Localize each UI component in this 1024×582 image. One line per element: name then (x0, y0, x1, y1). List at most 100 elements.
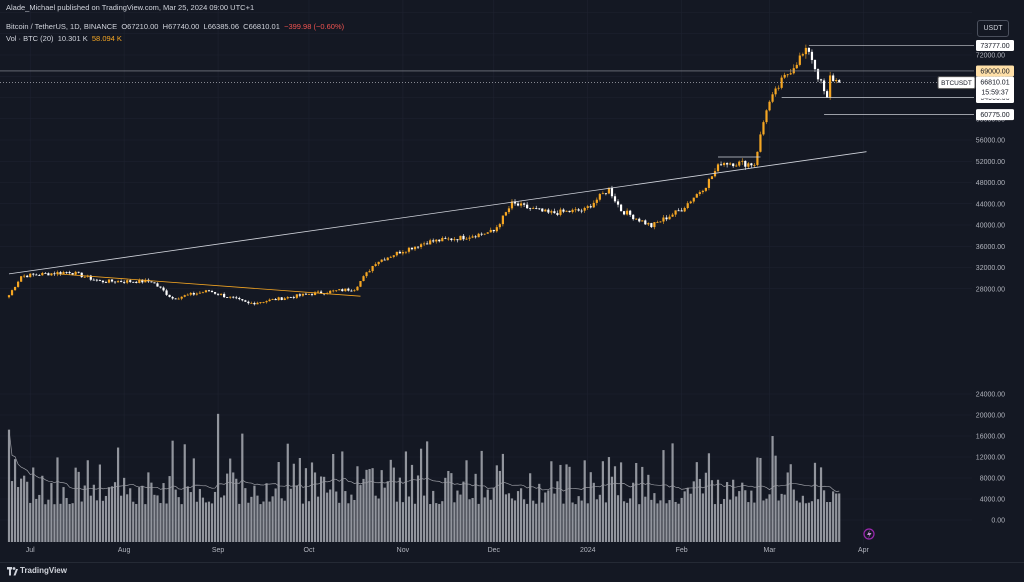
volume-bar (738, 491, 741, 542)
candle (765, 110, 768, 123)
price-tick-label: 32000.00 (976, 265, 1005, 272)
candle (777, 87, 780, 89)
volume-bar (186, 486, 189, 542)
volume-bar (89, 495, 92, 542)
time-tick-label: Feb (676, 547, 688, 554)
volume-bar (192, 458, 195, 542)
candle (286, 297, 289, 299)
volume-bars (7, 413, 841, 542)
candle (180, 296, 183, 299)
candle (783, 74, 786, 78)
candle (780, 77, 783, 88)
volume-bar (141, 485, 144, 542)
volume-bar (162, 483, 165, 542)
volume-bar (16, 487, 20, 542)
volume-bar (307, 501, 311, 542)
volume-bar (313, 472, 317, 542)
candle (83, 276, 86, 278)
volume-bar (298, 458, 301, 542)
high-label: H (162, 22, 169, 31)
volume-bar (101, 500, 105, 542)
change-value: −399.98 (−0.60%) (284, 22, 345, 31)
candle (41, 273, 44, 276)
candle (380, 259, 383, 262)
candle (389, 256, 392, 258)
volume-bar (386, 481, 389, 542)
volume-label[interactable]: Vol · BTC (20) (6, 34, 54, 43)
candle (486, 232, 489, 234)
currency-button[interactable]: USDT (977, 20, 1009, 37)
candle (447, 238, 450, 240)
volume-legend: Vol · BTC (20) 10.301 K 58.094 K (6, 34, 122, 43)
candle (583, 207, 586, 211)
candle (80, 272, 83, 278)
volume-bar (432, 490, 435, 542)
volume-bar (477, 503, 480, 542)
tradingview-logo-icon (7, 567, 18, 576)
open-value: 67210.00 (127, 22, 159, 31)
candle (371, 266, 374, 272)
chart-grid (0, 0, 972, 545)
candle (395, 251, 398, 256)
volume-bar (671, 443, 674, 542)
candle (13, 286, 17, 291)
volume-bar (644, 496, 647, 542)
candle (650, 223, 653, 228)
volume-bar (756, 457, 759, 542)
candle (541, 208, 544, 212)
candle (680, 210, 683, 212)
lightning-icon[interactable] (863, 528, 875, 540)
volume-bar (259, 504, 262, 542)
symbol-title[interactable]: Bitcoin / TetherUS, 1D, BINANCE (6, 22, 118, 31)
volume-bar (289, 488, 292, 542)
candle (10, 290, 14, 296)
candle (319, 291, 323, 294)
candle (613, 196, 617, 202)
candle (416, 246, 420, 248)
low-label: L (203, 22, 208, 31)
candle (716, 164, 720, 172)
volume-bar (562, 503, 565, 542)
candle (647, 223, 650, 225)
candle (271, 299, 274, 300)
candle (101, 280, 105, 283)
candle (132, 281, 135, 283)
time-tick-label: Nov (397, 547, 410, 554)
candle (510, 201, 514, 209)
volume-bar (104, 495, 108, 542)
volume-bar (280, 498, 283, 542)
volume-bar (798, 502, 801, 542)
candle (404, 251, 408, 253)
candle (429, 240, 432, 245)
candle (153, 282, 156, 284)
volume-bar (77, 471, 80, 542)
volume-bar (462, 481, 465, 542)
candle (359, 281, 362, 287)
volume-bar (510, 498, 514, 542)
candle (735, 165, 738, 167)
volume-bar (126, 494, 129, 542)
volume-bar (26, 481, 29, 542)
price-level-labels: 73777.0069000.0064000.0060775.00BTCUSDT6… (0, 40, 1014, 121)
volume-bar (83, 485, 86, 542)
candle (826, 91, 829, 98)
candle (465, 238, 468, 240)
candle (44, 273, 47, 274)
close-value: 66810.01 (248, 22, 280, 31)
candle (250, 302, 253, 304)
level-label: 60775.00 (980, 112, 1009, 119)
candle (7, 295, 11, 298)
volume-bar (838, 493, 841, 542)
candle (353, 290, 356, 292)
candle (398, 251, 401, 254)
volume-bar (701, 493, 704, 542)
volume-bar (516, 491, 520, 542)
volume-bar (668, 500, 671, 542)
volume-bar (410, 464, 414, 542)
volume-bar (374, 495, 377, 542)
volume-bar (662, 450, 665, 542)
volume-bar (704, 472, 707, 542)
candle (171, 296, 174, 299)
close-label: C (243, 22, 249, 31)
